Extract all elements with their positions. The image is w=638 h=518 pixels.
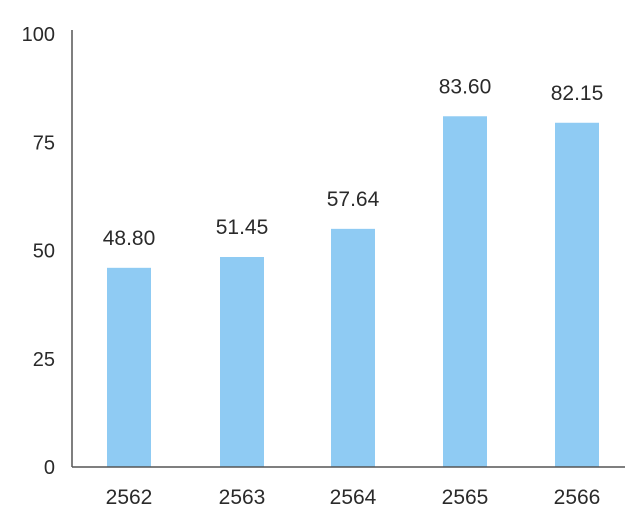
data-labels: 48.80 51.45 57.64 83.60 82.15 bbox=[103, 75, 604, 250]
data-label-2563: 51.45 bbox=[216, 216, 269, 239]
bar-2562 bbox=[107, 267, 151, 467]
x-tick-label-2563: 2563 bbox=[219, 486, 266, 509]
y-tick-label: 100 bbox=[22, 24, 55, 46]
x-tick-label-2565: 2565 bbox=[442, 486, 489, 509]
x-tick-label-2566: 2566 bbox=[554, 486, 601, 509]
bar-2566 bbox=[555, 122, 599, 467]
y-tick-label: 75 bbox=[33, 132, 55, 154]
x-axis: 2562 2563 2564 2565 2566 bbox=[72, 466, 625, 509]
y-axis: 0 25 50 75 100 bbox=[22, 24, 73, 479]
x-tick-label-2562: 2562 bbox=[106, 486, 153, 509]
data-label-2566: 82.15 bbox=[551, 82, 604, 105]
data-label-2562: 48.80 bbox=[103, 227, 156, 250]
bar-2564 bbox=[331, 228, 375, 467]
bars bbox=[107, 116, 599, 468]
data-label-2564: 57.64 bbox=[327, 188, 380, 211]
y-tick-label: 25 bbox=[33, 349, 55, 371]
data-label-2565: 83.60 bbox=[439, 75, 492, 98]
bar-2563 bbox=[220, 256, 264, 467]
x-tick-label-2564: 2564 bbox=[330, 486, 377, 509]
y-tick-label: 50 bbox=[33, 241, 55, 263]
bar-2565 bbox=[443, 116, 487, 468]
y-tick-label: 0 bbox=[44, 457, 55, 479]
